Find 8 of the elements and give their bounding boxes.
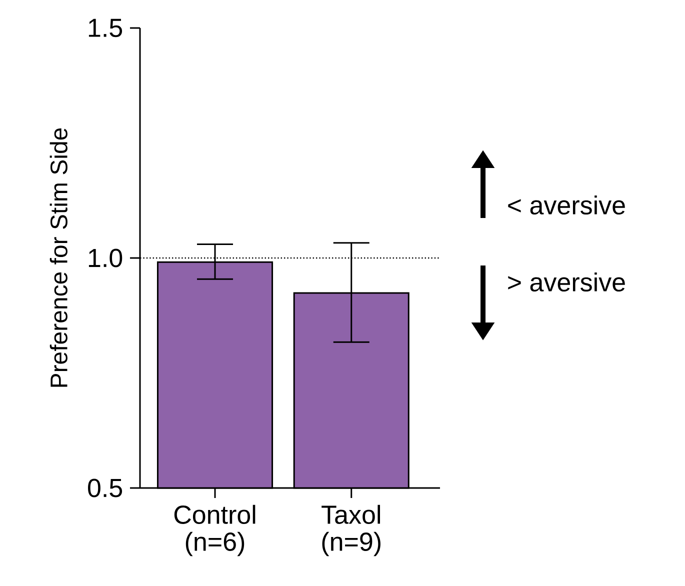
y-axis-title: Preference for Stim Side: [50, 128, 68, 387]
y-tick-label: 1.0: [88, 248, 122, 268]
x-tick-label: Taxol (n=9): [322, 504, 380, 556]
x-tick-label: Control (n=6): [174, 504, 256, 556]
text: < aversive: [508, 195, 625, 215]
text: > aversive: [508, 272, 625, 292]
y-tick-label: 1.5: [88, 18, 122, 38]
y-tick-label: 0.5: [88, 478, 122, 498]
